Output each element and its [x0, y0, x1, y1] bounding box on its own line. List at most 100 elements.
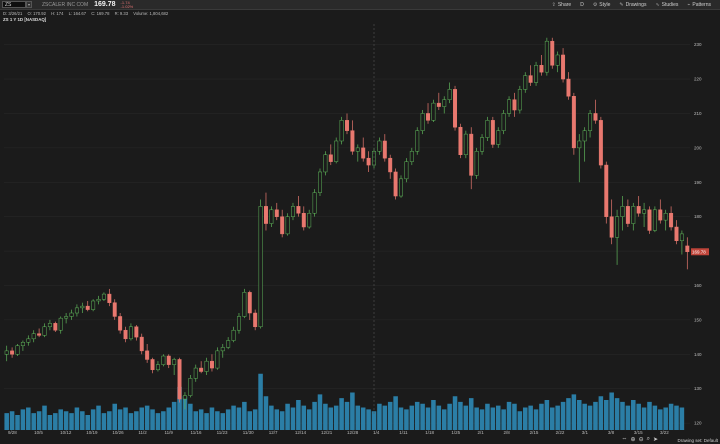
date-axis: 9/28 10/5 10/12 10/19 10/26 11/2 11/9 11/16 11/2… [8, 430, 669, 434]
volume-bar [495, 405, 501, 430]
x-tick-label: 11/30 [243, 430, 254, 434]
candle-body [382, 140, 387, 159]
candle-body [426, 113, 431, 121]
volume-bar [463, 405, 469, 430]
volume-bar [134, 411, 139, 430]
last-price: 169.78 [94, 1, 116, 8]
volume-bar [447, 403, 452, 430]
candle-body [20, 342, 25, 346]
x-tick-label: 12/7 [269, 430, 278, 434]
candle-body [85, 305, 90, 310]
candle-body [139, 336, 144, 352]
symbol-input[interactable]: ZS [2, 1, 26, 8]
volume-bar [398, 407, 404, 430]
style-button[interactable]: ⚙ Style [592, 2, 611, 8]
pencil-icon: ✎ [619, 2, 624, 8]
candle-body [339, 120, 344, 142]
volume-bar [425, 407, 431, 430]
volume-bar [544, 400, 550, 430]
volume-bar [533, 409, 539, 430]
studies-button[interactable]: ∿ Studies [655, 2, 679, 8]
candle-body [312, 192, 317, 214]
candle-body [307, 212, 312, 228]
volume-bar [193, 411, 199, 430]
x-tick-label: 3/8 [608, 430, 615, 434]
candle-body [561, 54, 566, 80]
volume-bar [609, 392, 614, 430]
volume-bar [517, 411, 523, 430]
volume-bar [528, 405, 533, 430]
candle-body [615, 216, 620, 238]
candle-body [263, 206, 268, 224]
volume-bar [658, 409, 663, 430]
candle-body [350, 130, 355, 152]
x-tick-label: 3/15 [634, 430, 643, 434]
x-tick-label: 11/23 [217, 430, 228, 434]
candle-body [242, 292, 247, 317]
volume-bar [263, 396, 269, 430]
volume-bar [409, 405, 415, 430]
candle-body [226, 340, 231, 348]
volume-bar [566, 398, 571, 430]
zoom-in-icon[interactable]: ⊕ [630, 437, 636, 443]
volume-bar [323, 403, 328, 430]
volume-bar [31, 413, 36, 430]
volume-bar [101, 413, 107, 430]
candle-body [301, 212, 306, 228]
volume-bar [144, 405, 150, 430]
drawings-button[interactable]: ✎ Drawings [619, 2, 647, 8]
candle-body [318, 171, 322, 193]
candle-body [442, 99, 447, 107]
candle-body [291, 206, 295, 217]
volume-bar [371, 411, 377, 430]
patterns-button[interactable]: ⌁ Patterns [687, 2, 711, 8]
magnifier-icon[interactable]: ⌕ [646, 436, 650, 442]
x-tick-label: 3/1 [582, 430, 589, 434]
cursor-icon[interactable]: ➤ [652, 437, 658, 443]
candle-body [517, 89, 522, 111]
candle-body [334, 140, 339, 162]
y-tick-label: 130 [694, 386, 702, 391]
candle-body [458, 126, 463, 155]
candle-body [588, 113, 593, 131]
volume-bar [344, 401, 350, 430]
pan-icon[interactable]: ⇔ [621, 436, 628, 442]
volume-bar [382, 405, 388, 430]
volume-bar [220, 413, 226, 430]
candle-body [150, 359, 155, 371]
volume-bar [171, 401, 177, 430]
share-button[interactable]: ⇪ Share [551, 2, 572, 8]
candles [4, 37, 690, 410]
volume-bars [4, 373, 685, 430]
candle-body [669, 212, 674, 228]
volume-bar [506, 401, 512, 430]
volume-bar [182, 396, 188, 430]
volume-bar [631, 400, 636, 430]
volume-bar [339, 398, 344, 430]
info-close: C: 169.78 [91, 11, 110, 16]
price-chart[interactable]: 120130140150160170180190200210220230169.… [0, 10, 720, 434]
y-tick-label: 200 [694, 145, 702, 150]
volume-bar [63, 411, 69, 430]
volume-bar [90, 409, 96, 430]
volume-bar [420, 403, 425, 430]
candle-body [182, 395, 187, 400]
timeframe-d[interactable]: D [580, 2, 584, 8]
volume-bar [652, 405, 658, 430]
volume-bar [593, 401, 598, 430]
company-name: ZSCALER INC COM [42, 1, 89, 8]
candle-body [274, 209, 279, 217]
volume-bar [663, 407, 668, 430]
volume-bar [350, 392, 355, 430]
zoom-out-icon[interactable]: ⊖ [638, 437, 644, 443]
candle-body [485, 120, 490, 138]
volume-bar [414, 401, 420, 430]
candle-body [231, 329, 236, 341]
y-tick-label: 180 [694, 214, 702, 219]
symbol-dropdown-icon[interactable]: ▾ [26, 1, 32, 8]
candle-body [26, 338, 31, 343]
chart-grid [4, 44, 690, 424]
volume-bar [258, 373, 263, 430]
volume-bar [571, 394, 577, 430]
candle-body [658, 209, 663, 221]
